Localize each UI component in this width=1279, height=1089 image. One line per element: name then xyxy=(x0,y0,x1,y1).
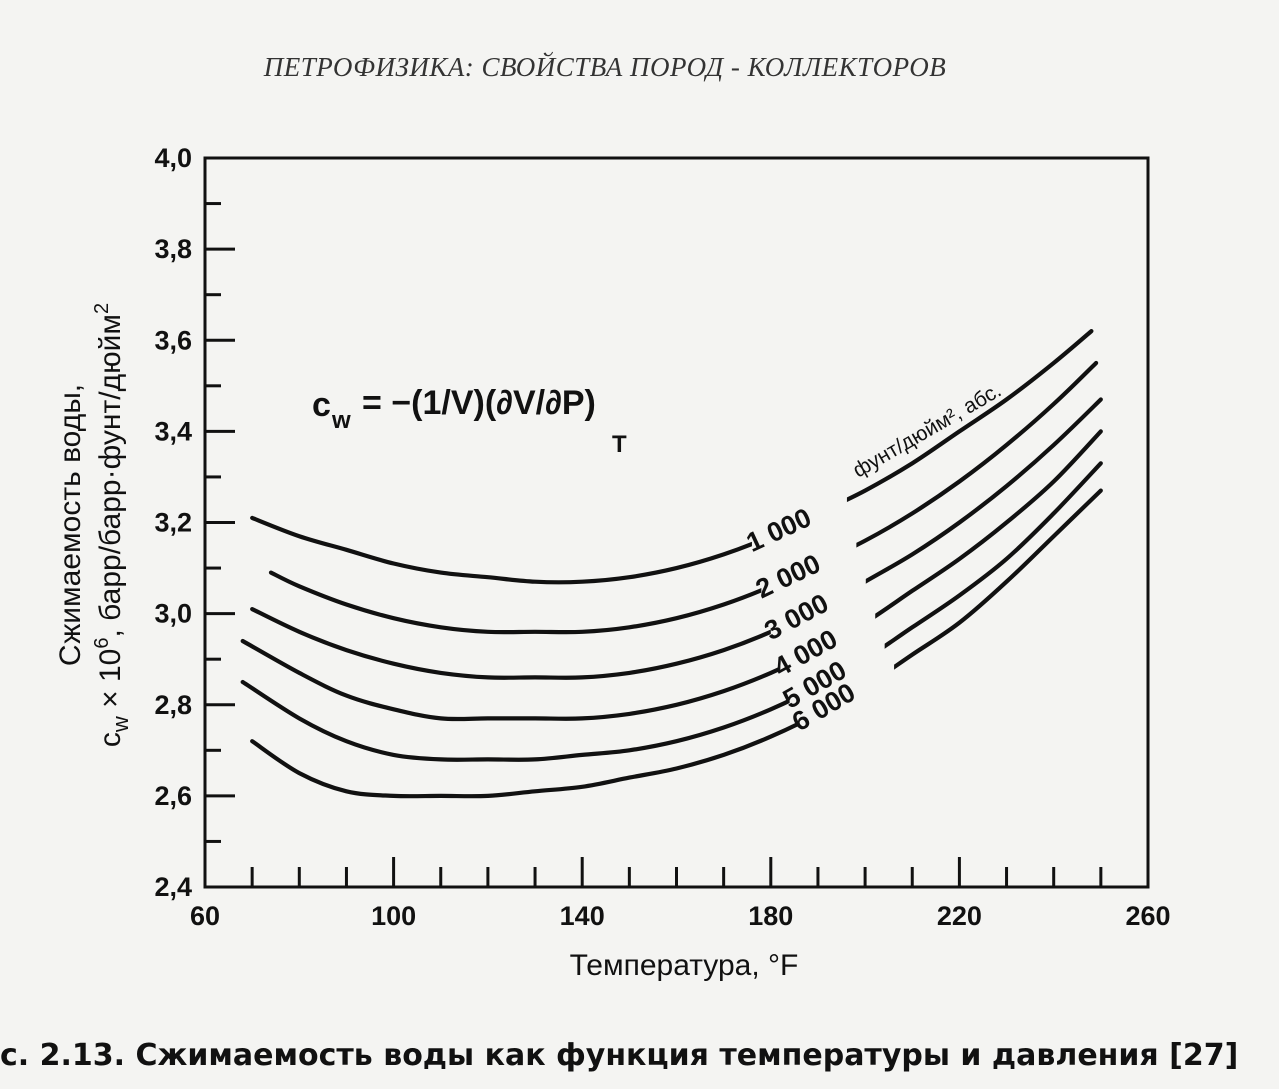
ticks xyxy=(203,156,1150,889)
x-tick-label: 60 xyxy=(190,901,220,931)
series-lines xyxy=(240,329,1103,799)
series-label: 1 000 xyxy=(742,502,816,558)
y-tick-label: 2,6 xyxy=(154,781,192,811)
compressibility-chart: 60 100 140 180 220 260 2,4 2,6 2,8 3,0 3,2 3,4 3,6 3,… xyxy=(54,143,1171,982)
y-axis-title-line1: Сжимаемость воды, xyxy=(54,384,87,666)
series-line xyxy=(250,397,1103,680)
series-line xyxy=(250,329,1094,585)
formula-lhs: c xyxy=(312,386,331,424)
y-tick-label: 2,4 xyxy=(154,872,192,902)
y-tick-label: 4,0 xyxy=(154,143,192,173)
y-tick-label: 3,8 xyxy=(154,234,192,264)
y-tick-label: 2,8 xyxy=(154,690,192,720)
tick-labels: 60 100 140 180 220 260 2,4 2,6 2,8 3,0 3,2 3,4 3,6 3,… xyxy=(154,143,1170,931)
x-tick-label: 100 xyxy=(371,901,416,931)
x-axis-title: Температура, °F xyxy=(570,949,799,982)
y-tick-label: 3,4 xyxy=(154,416,192,446)
y-tick-label: 3,0 xyxy=(154,599,192,629)
x-tick-label: 220 xyxy=(937,901,982,931)
figure-caption: с. 2.13. Сжимаемость воды как функция те… xyxy=(0,1038,1239,1073)
formula-rhs: = −(1/V)(∂V/∂P) xyxy=(362,384,596,422)
series-line xyxy=(240,429,1103,722)
series-line xyxy=(240,461,1103,762)
x-tick-label: 140 xyxy=(560,901,605,931)
y-tick-label: 3,2 xyxy=(154,508,192,538)
x-tick-label: 260 xyxy=(1125,901,1170,931)
y-tick-label: 3,6 xyxy=(154,325,192,355)
page-header: ПЕТРОФИЗИКА: СВОЙСТВА ПОРОД - КОЛЛЕКТОРО… xyxy=(263,52,947,82)
series-line xyxy=(268,360,1099,635)
y-axis-title: Сжимаемость воды, cw × 106, барр/барр·фу… xyxy=(54,303,133,747)
x-tick-label: 180 xyxy=(748,901,793,931)
y-axis-title-line2: cw × 106, барр/барр·фунт/дюйм2 xyxy=(91,303,133,747)
series-line xyxy=(250,488,1103,799)
formula: c w = −(1/V)(∂V/∂P) T xyxy=(312,384,627,458)
formula-rhs-sub: T xyxy=(612,431,627,458)
formula-lhs-sub: w xyxy=(331,407,351,434)
